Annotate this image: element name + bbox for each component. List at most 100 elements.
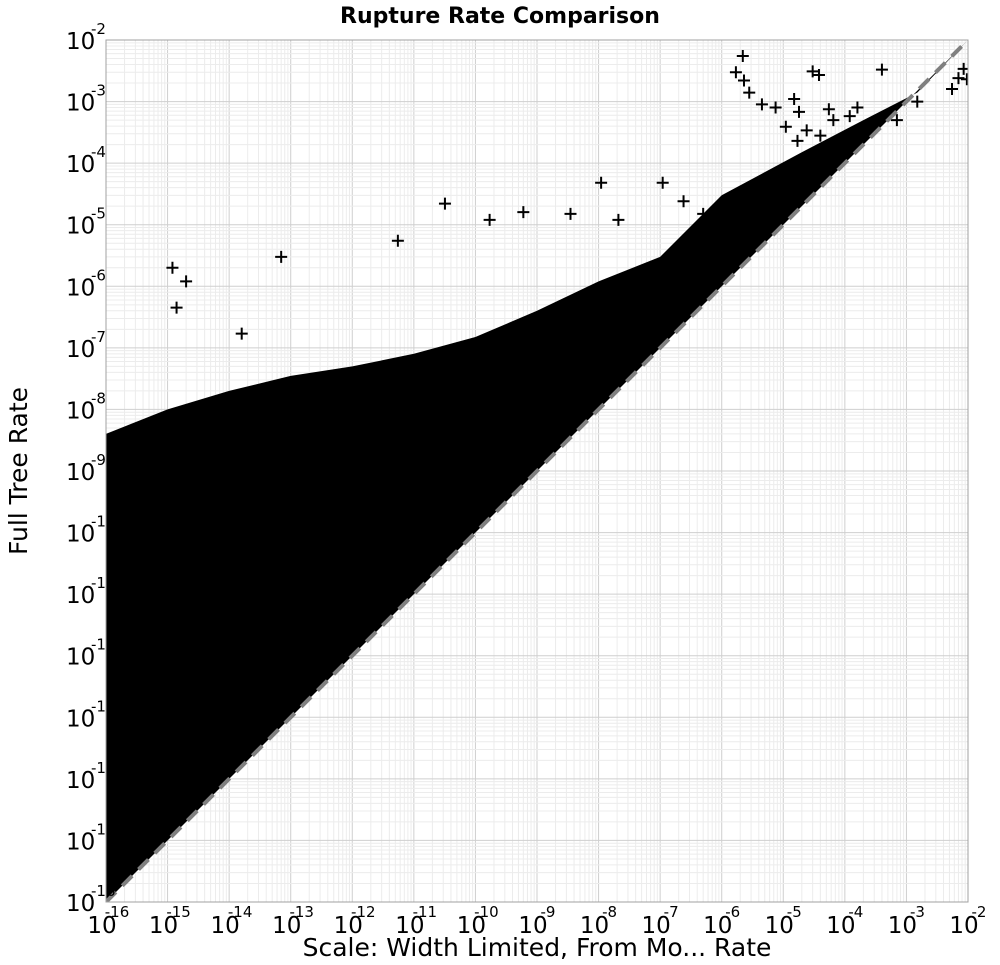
x-tick-exponent: -14 — [228, 903, 253, 921]
x-tick-exponent: -6 — [725, 903, 740, 921]
x-tick-exponent: -5 — [787, 903, 802, 921]
y-axis-label: Full Tree Rate — [4, 387, 33, 555]
y-tick-exponent: -16 — [91, 882, 116, 900]
y-tick-label: 10 — [66, 275, 95, 301]
x-tick-exponent: -16 — [105, 903, 130, 921]
data-point — [822, 103, 835, 116]
data-point — [736, 49, 749, 62]
y-tick-label: 10 — [66, 706, 95, 732]
data-point — [170, 301, 183, 314]
chart-title: Rupture Rate Comparison — [340, 4, 660, 29]
y-tick-exponent: -14 — [91, 759, 116, 777]
data-point — [791, 134, 804, 147]
data-point — [483, 213, 496, 226]
data-point — [851, 101, 864, 114]
y-tick-exponent: -11 — [91, 574, 116, 592]
x-tick-label: 10 — [518, 913, 547, 939]
data-point — [517, 206, 530, 219]
y-tick-label: 10 — [66, 891, 95, 917]
plot-frame — [105, 39, 969, 903]
y-axis-ticks: 10-1610-1510-1410-1310-1210-1110-1010-91… — [66, 20, 116, 917]
x-axis-label: Scale: Width Limited, From Mo... Rate — [303, 933, 772, 962]
x-tick-label: 10 — [580, 913, 609, 939]
y-tick-label: 10 — [66, 29, 95, 55]
x-tick-label: 10 — [765, 913, 794, 939]
x-tick-exponent: -15 — [166, 903, 191, 921]
x-tick-exponent: -3 — [910, 903, 925, 921]
x-tick-exponent: -10 — [474, 903, 499, 921]
data-point — [743, 86, 756, 99]
data-point — [779, 120, 792, 133]
data-point — [275, 250, 288, 263]
data-point — [235, 327, 248, 340]
y-tick-exponent: -6 — [91, 266, 106, 284]
data-point — [890, 114, 903, 127]
y-tick-label: 10 — [66, 768, 95, 794]
y-tick-exponent: -15 — [91, 820, 116, 838]
x-tick-exponent: -11 — [413, 903, 438, 921]
x-tick-exponent: -7 — [664, 903, 679, 921]
data-point — [740, 189, 753, 202]
data-point — [800, 124, 813, 137]
data-point — [564, 207, 577, 220]
data-point — [697, 207, 710, 220]
y-tick-label: 10 — [66, 337, 95, 363]
y-tick-label: 10 — [66, 152, 95, 178]
y-tick-label: 10 — [66, 522, 95, 548]
y-tick-label: 10 — [66, 829, 95, 855]
y-tick-label: 10 — [66, 583, 95, 609]
data-point — [952, 72, 965, 85]
data-point — [438, 197, 451, 210]
x-tick-exponent: -13 — [289, 903, 314, 921]
x-tick-exponent: -4 — [848, 903, 863, 921]
y-tick-label: 10 — [66, 214, 95, 240]
y-tick-exponent: -10 — [91, 513, 116, 531]
data-point — [166, 261, 179, 274]
y-tick-exponent: -3 — [91, 82, 106, 100]
x-tick-label: 10 — [395, 913, 424, 939]
y-tick-exponent: -2 — [91, 20, 106, 38]
data-point — [595, 176, 608, 189]
x-tick-label: 10 — [334, 913, 363, 939]
x-tick-label: 10 — [457, 913, 486, 939]
x-tick-exponent: -12 — [351, 903, 376, 921]
data-point — [812, 69, 825, 82]
x-axis-ticks: 10-1610-1510-1410-1310-1210-1110-1010-91… — [87, 903, 986, 939]
data-point — [843, 110, 856, 123]
x-tick-label: 10 — [642, 913, 671, 939]
data-point — [960, 73, 968, 86]
data-point — [729, 66, 742, 79]
y-tick-exponent: -12 — [91, 636, 116, 654]
data-point — [875, 63, 888, 76]
data-point — [769, 101, 782, 114]
x-tick-label: 10 — [826, 913, 855, 939]
y-tick-exponent: -7 — [91, 328, 106, 346]
y-tick-label: 10 — [66, 645, 95, 671]
x-tick-label: 10 — [149, 913, 178, 939]
x-tick-label: 10 — [211, 913, 240, 939]
data-point — [391, 234, 404, 247]
data-point — [814, 129, 827, 142]
x-tick-label: 10 — [888, 913, 917, 939]
data-point — [677, 195, 690, 208]
x-tick-exponent: -8 — [602, 903, 617, 921]
y-tick-exponent: -13 — [91, 697, 116, 715]
y-tick-exponent: -5 — [91, 205, 106, 223]
y-tick-exponent: -4 — [91, 143, 106, 161]
x-tick-exponent: -9 — [541, 903, 556, 921]
data-point — [911, 95, 924, 108]
x-tick-label: 10 — [87, 913, 116, 939]
data-point — [946, 83, 959, 96]
y-tick-label: 10 — [66, 398, 95, 424]
data-point — [755, 98, 768, 111]
data-point — [788, 93, 801, 106]
y-tick-exponent: -9 — [91, 451, 106, 469]
x-tick-label: 10 — [949, 913, 978, 939]
x-tick-exponent: -2 — [972, 903, 987, 921]
data-point — [180, 275, 193, 288]
x-tick-label: 10 — [703, 913, 732, 939]
y-tick-label: 10 — [66, 91, 95, 117]
data-point — [612, 213, 625, 226]
data-point — [827, 114, 840, 127]
